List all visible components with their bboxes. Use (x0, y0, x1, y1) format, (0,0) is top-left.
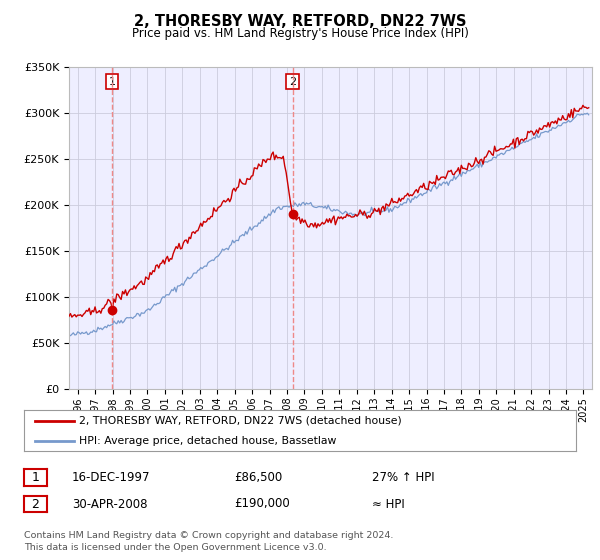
Text: 30-APR-2008: 30-APR-2008 (72, 497, 148, 511)
Text: 2: 2 (31, 497, 40, 511)
Text: 1: 1 (31, 470, 40, 484)
Text: Price paid vs. HM Land Registry's House Price Index (HPI): Price paid vs. HM Land Registry's House … (131, 27, 469, 40)
Text: £190,000: £190,000 (234, 497, 290, 511)
Text: £86,500: £86,500 (234, 470, 282, 484)
Text: 2: 2 (289, 77, 296, 87)
Text: Contains HM Land Registry data © Crown copyright and database right 2024.
This d: Contains HM Land Registry data © Crown c… (24, 531, 394, 552)
Text: 27% ↑ HPI: 27% ↑ HPI (372, 470, 434, 484)
Text: 1: 1 (109, 77, 115, 87)
Text: 2, THORESBY WAY, RETFORD, DN22 7WS: 2, THORESBY WAY, RETFORD, DN22 7WS (134, 14, 466, 29)
Text: 16-DEC-1997: 16-DEC-1997 (72, 470, 151, 484)
Text: ≈ HPI: ≈ HPI (372, 497, 405, 511)
Text: 2, THORESBY WAY, RETFORD, DN22 7WS (detached house): 2, THORESBY WAY, RETFORD, DN22 7WS (deta… (79, 416, 402, 426)
Text: HPI: Average price, detached house, Bassetlaw: HPI: Average price, detached house, Bass… (79, 436, 337, 446)
